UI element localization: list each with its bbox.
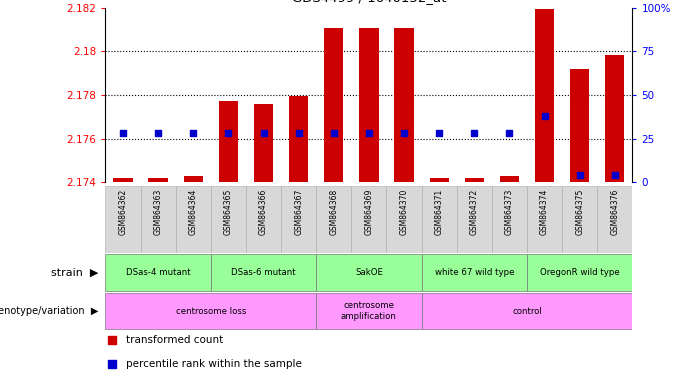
Point [258, 131, 269, 137]
Bar [289, 96, 308, 182]
Point [107, 337, 118, 343]
Bar [457, 186, 492, 253]
Point [469, 131, 479, 137]
Bar [464, 178, 484, 182]
Point [574, 172, 585, 179]
Text: SakOE: SakOE [355, 268, 383, 277]
Bar [359, 28, 379, 182]
Text: percentile rank within the sample: percentile rank within the sample [126, 359, 302, 369]
Text: GSM864365: GSM864365 [224, 189, 233, 235]
Text: control: control [512, 306, 542, 316]
Text: GSM864367: GSM864367 [294, 189, 303, 235]
Text: transformed count: transformed count [126, 335, 223, 345]
Point [188, 131, 199, 137]
Text: GSM864364: GSM864364 [189, 189, 198, 235]
Bar [527, 254, 632, 291]
Bar [211, 186, 246, 253]
Bar [386, 186, 422, 253]
Text: GSM864373: GSM864373 [505, 189, 514, 235]
Bar [527, 186, 562, 253]
Bar [324, 28, 343, 182]
Text: GSM864366: GSM864366 [259, 189, 268, 235]
Point [398, 131, 409, 137]
Bar [141, 186, 175, 253]
Bar [219, 101, 238, 182]
Text: GSM864371: GSM864371 [435, 189, 443, 235]
Bar [105, 186, 141, 253]
Title: GDS4499 / 1640152_at: GDS4499 / 1640152_at [292, 0, 446, 4]
Point [328, 131, 339, 137]
Bar [535, 9, 554, 182]
Point [293, 131, 304, 137]
Bar [422, 186, 457, 253]
Text: GSM864374: GSM864374 [540, 189, 549, 235]
Point [434, 131, 445, 137]
Point [539, 113, 550, 119]
Text: DSas-6 mutant: DSas-6 mutant [231, 268, 296, 277]
Bar [316, 254, 422, 291]
Point [152, 131, 163, 137]
Bar [105, 293, 316, 329]
Point [107, 361, 118, 367]
Bar [570, 69, 590, 182]
Text: genotype/variation  ▶: genotype/variation ▶ [0, 306, 99, 316]
Bar [184, 176, 203, 182]
Point [223, 131, 234, 137]
Bar [430, 178, 449, 182]
Text: centrosome loss: centrosome loss [175, 306, 246, 316]
Bar [148, 178, 168, 182]
Bar [114, 178, 133, 182]
Bar [352, 186, 386, 253]
Bar [316, 186, 352, 253]
Bar [562, 186, 597, 253]
Bar [605, 55, 624, 182]
Bar [175, 186, 211, 253]
Text: GSM864372: GSM864372 [470, 189, 479, 235]
Bar [316, 293, 422, 329]
Text: GSM864370: GSM864370 [400, 189, 409, 235]
Text: GSM864362: GSM864362 [118, 189, 127, 235]
Bar [422, 293, 632, 329]
Bar [422, 254, 527, 291]
Text: GSM864369: GSM864369 [364, 189, 373, 235]
Point [363, 131, 374, 137]
Text: GSM864363: GSM864363 [154, 189, 163, 235]
Text: centrosome
amplification: centrosome amplification [341, 301, 397, 321]
Bar [394, 28, 413, 182]
Bar [246, 186, 281, 253]
Bar [211, 254, 316, 291]
Text: white 67 wild type: white 67 wild type [435, 268, 514, 277]
Point [118, 131, 129, 137]
Text: DSas-4 mutant: DSas-4 mutant [126, 268, 190, 277]
Text: OregonR wild type: OregonR wild type [540, 268, 619, 277]
Bar [492, 186, 527, 253]
Text: GSM864375: GSM864375 [575, 189, 584, 235]
Bar [597, 186, 632, 253]
Text: strain  ▶: strain ▶ [51, 268, 99, 278]
Bar [281, 186, 316, 253]
Point [609, 172, 620, 179]
Point [504, 131, 515, 137]
Bar [254, 104, 273, 182]
Text: GSM864376: GSM864376 [611, 189, 619, 235]
Bar [105, 254, 211, 291]
Text: GSM864368: GSM864368 [329, 189, 338, 235]
Bar [500, 176, 519, 182]
